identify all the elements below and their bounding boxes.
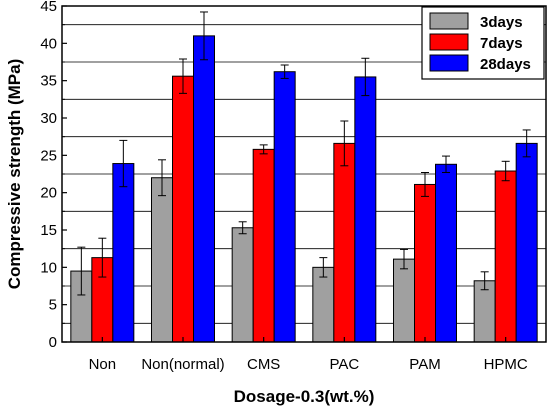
bar-28days-Non(normal) (193, 35, 215, 343)
legend-label-3days: 3days (480, 14, 523, 31)
y-tick-label: 0 (49, 334, 57, 351)
x-tick-label: PAM (409, 356, 440, 373)
legend-swatch-3days (429, 12, 469, 30)
y-tick-label: 45 (40, 0, 57, 15)
gridlines (62, 24, 546, 324)
legend: 3days 7days 28days (421, 6, 545, 80)
bar-7days-PAM (414, 183, 436, 343)
bar-28days-PAM (435, 163, 457, 343)
y-axis: 0 5 10 15 20 25 30 35 40 45 (40, 0, 67, 351)
bar-28days-Non (112, 163, 135, 343)
x-axis: Non Non(normal) CMS PAC PAM HPMC (89, 337, 528, 373)
y-tick-label: 35 (40, 73, 57, 90)
y-tick-label: 30 (40, 110, 57, 127)
y-axis-title: Compressive strength (MPa) (5, 59, 24, 290)
bar-28days-CMS (273, 71, 296, 343)
bar-3days-Non(normal) (151, 177, 173, 343)
legend-swatch-28days (429, 54, 469, 72)
bar-7days-CMS (252, 148, 275, 343)
x-axis-title: Dosage-0.3(wt.%) (234, 387, 375, 406)
x-tick-label: HPMC (484, 356, 528, 373)
legend-swatch-7days (429, 33, 469, 51)
bar-28days-HPMC (515, 142, 538, 343)
y-tick-label: 10 (40, 259, 57, 276)
legend-label-7days: 7days (480, 35, 523, 52)
x-tick-label: Non (89, 356, 117, 373)
y-tick-label: 25 (40, 147, 57, 164)
y-tick-label: 40 (40, 35, 57, 52)
x-tick-label: CMS (247, 356, 280, 373)
bar-3days-PAC (312, 266, 335, 343)
bar-7days-PAC (333, 142, 356, 343)
bar-3days-PAM (393, 258, 415, 343)
x-tick-label: Non(normal) (141, 356, 224, 373)
bar-7days-HPMC (494, 170, 517, 343)
y-tick-label: 20 (40, 185, 57, 202)
legend-label-28days: 28days (480, 56, 531, 73)
y-tick-label: 5 (49, 297, 57, 314)
x-tick-label: PAC (329, 356, 359, 373)
bar-7days-Non(normal) (172, 75, 194, 343)
y-tick-label: 15 (40, 222, 57, 239)
bars (70, 11, 538, 343)
bar-3days-CMS (231, 227, 254, 343)
bar-28days-PAC (354, 76, 377, 343)
